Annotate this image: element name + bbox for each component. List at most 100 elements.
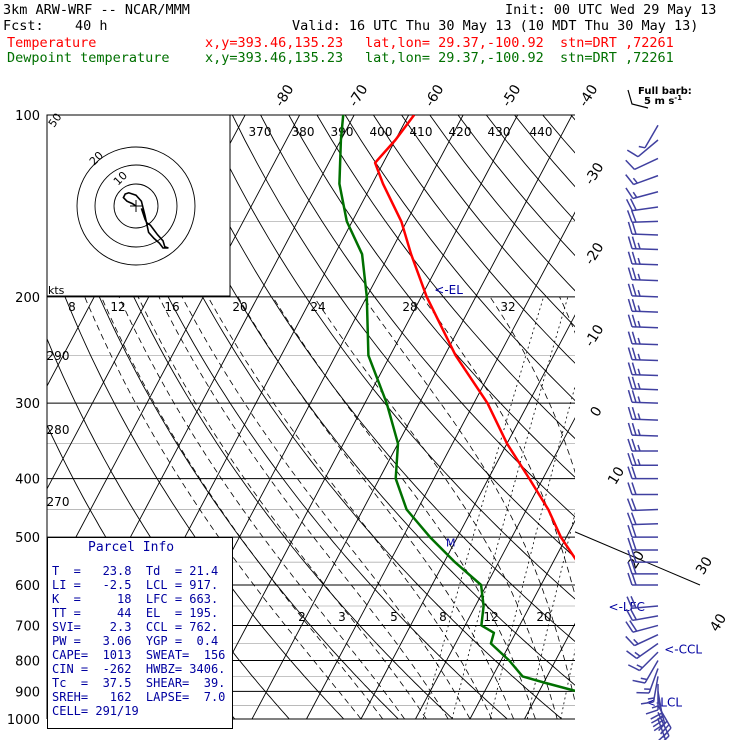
pressure-label: 800 — [15, 654, 40, 669]
wind-barb-staff — [631, 295, 659, 298]
dry-adiabat-line — [62, 115, 454, 719]
isotherm-label-right: -30 — [582, 160, 608, 188]
pressure-label: 600 — [15, 579, 40, 594]
pressure-label: 300 — [15, 397, 40, 412]
wind-barb-flag — [631, 314, 637, 328]
wind-barb-flag — [626, 498, 633, 511]
wind-barb-flag — [627, 438, 633, 452]
mixing-ratio-line — [451, 296, 569, 719]
wind-barb-flag — [627, 389, 633, 403]
temperature-legend-stn: stn=DRT ,72261 — [560, 35, 674, 51]
wind-barb — [626, 642, 659, 660]
mixing-ratio-label: 12 — [110, 300, 125, 314]
wind-barb-flag — [629, 198, 637, 211]
wind-barb-half — [637, 353, 641, 361]
dry-adiabat-label: 270 — [47, 495, 70, 509]
wind-barb-flag — [627, 422, 633, 436]
wind-barb — [626, 512, 659, 526]
wind-barb-flag — [630, 498, 637, 511]
mixing-ratio-label: 28 — [402, 300, 417, 314]
wind-barb — [627, 466, 658, 480]
wind-barb-staff — [657, 691, 664, 718]
valid-time: Valid: 16 UTC Thu 30 May 13 (10 MDT Thu … — [292, 18, 699, 34]
level-marker-label: <-EL — [434, 283, 463, 297]
parcel-row-cin-hwbz: CIN = -262 HWBZ= 3406. — [52, 662, 226, 676]
wind-barb-flag — [631, 267, 637, 281]
wind-barb-flag — [631, 438, 637, 452]
wind-barb — [626, 139, 659, 158]
level-markers: <-EL <-LFC <-CCL <-LCL M — [434, 283, 702, 709]
moist-adiabat-line — [421, 296, 575, 597]
dry-adiabat-line — [401, 115, 575, 328]
isotherm-line — [360, 314, 575, 719]
hodograph-ring — [76, 146, 196, 266]
barb-legend-value: 5 m s-1 — [644, 94, 682, 107]
moist-adiabat-line — [158, 296, 449, 719]
wind-barb-staff — [631, 388, 659, 391]
barb-column-edge — [574, 531, 701, 586]
wind-barb-flag — [627, 549, 633, 563]
wind-barb — [627, 236, 659, 251]
wind-barb-flag — [640, 701, 654, 705]
wind-barb-flag — [650, 712, 663, 720]
wind-barb-flag — [627, 251, 633, 265]
wind-barb-flag — [631, 572, 637, 586]
hodograph-ring — [94, 164, 178, 248]
mixing-ratio-label: 16 — [164, 300, 179, 314]
wind-barb-staff — [631, 233, 659, 236]
wind-barb-staff — [631, 401, 659, 404]
wind-barb — [625, 157, 659, 171]
wind-barb-staff — [631, 310, 659, 313]
wind-barb-flag — [627, 406, 633, 420]
dry-adiabat-line — [203, 115, 575, 600]
moist-adiabat-line — [313, 296, 558, 719]
theta-e-label: 430 — [488, 125, 511, 139]
wind-barb-staff — [636, 642, 659, 660]
dry-adiabat-line — [147, 115, 575, 686]
wind-barb-flag — [631, 390, 637, 403]
theta-e-label: 370 — [249, 125, 272, 139]
isotherm-label-right: -20 — [582, 240, 608, 268]
wind-barb-flag — [625, 635, 635, 647]
dry-adiabat-line — [119, 115, 563, 719]
parcel-row-svi-ccl: SVI= 2.3 CCL = 762. — [52, 620, 219, 634]
isotherm-line — [469, 519, 575, 719]
wind-barb-half — [637, 458, 641, 466]
wind-barb-flag — [631, 236, 637, 249]
wind-barb-staff — [632, 624, 659, 633]
wind-barb — [625, 620, 659, 633]
barb-legend-superscript: -1 — [674, 94, 682, 102]
parcel-row-tc-shear: Tc = 37.5 SHEAR= 39. — [52, 676, 226, 690]
wind-barb — [645, 683, 659, 715]
moist-adiabat-line — [237, 296, 514, 719]
pressure-label: 200 — [15, 291, 40, 306]
wind-barb — [627, 347, 659, 362]
wind-barb-staff — [652, 676, 659, 703]
wind-barb-flag — [625, 621, 634, 633]
wind-barb — [627, 251, 659, 266]
dewpoint-legend-label: Dewpoint temperature — [7, 50, 170, 66]
wind-barb-staff — [631, 278, 659, 282]
wind-barb-staff — [631, 522, 659, 526]
wind-barb-flag — [627, 314, 633, 328]
wind-barb-half — [637, 257, 641, 265]
isotherm-label-top: -60 — [422, 82, 448, 110]
wind-barb — [627, 572, 658, 586]
dry-adiabat-line — [344, 115, 575, 402]
wind-barbs — [625, 124, 672, 740]
wind-barb-staff — [632, 615, 659, 622]
barb-legend-title: Full barb: — [638, 86, 692, 97]
parcel-info-box: Parcel Info T = 23.8 Td = 21.4 LI = -2.5… — [47, 537, 233, 729]
wind-barb — [625, 608, 659, 622]
wind-barb-half — [637, 337, 641, 345]
theta-e-label: 380 — [292, 125, 315, 139]
wind-barb-flag — [627, 283, 633, 297]
dry-adiabat-label: 290 — [47, 349, 70, 363]
wind-barb-staff — [631, 373, 659, 377]
isotherm-line — [197, 115, 519, 719]
wind-barb-flag — [631, 452, 637, 466]
wind-barb-flag — [629, 608, 637, 621]
wind-barb-flag — [631, 466, 637, 479]
wind-barb-staff — [648, 668, 659, 694]
wind-barb-staff — [632, 191, 659, 200]
